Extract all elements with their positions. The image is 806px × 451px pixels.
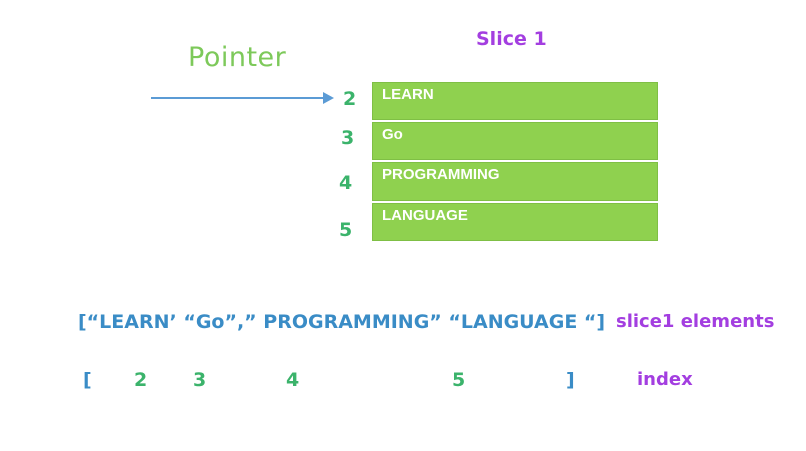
- slice-cell-label: LEARN: [382, 86, 434, 103]
- index-open-bracket: [: [83, 369, 92, 391]
- elements-label: slice1 elements: [616, 311, 775, 332]
- index-value: 2: [134, 369, 148, 391]
- pointer-arrow-icon: [151, 92, 334, 104]
- slice-cell: LEARN: [372, 82, 658, 120]
- array-literal: [“LEARN’ “Go”,” PROGRAMMING” “LANGUAGE “…: [78, 311, 606, 333]
- slice-cell-label: Go: [382, 126, 403, 143]
- slice-cell-label: LANGUAGE: [382, 207, 468, 224]
- row-index: 4: [339, 172, 353, 194]
- index-value: 3: [193, 369, 207, 391]
- index-close-bracket: ]: [566, 369, 575, 391]
- slice-cell: PROGRAMMING: [372, 162, 658, 201]
- slice-cell: Go: [372, 122, 658, 160]
- index-label: index: [637, 369, 693, 390]
- row-index: 5: [339, 219, 353, 241]
- index-value: 5: [452, 369, 466, 391]
- row-index: 2: [343, 88, 357, 110]
- slice-cell: LANGUAGE: [372, 203, 658, 241]
- row-index: 3: [341, 127, 355, 149]
- index-value: 4: [286, 369, 300, 391]
- pointer-label: Pointer: [188, 42, 287, 73]
- slice-cell-label: PROGRAMMING: [382, 166, 500, 183]
- slice-title: Slice 1: [476, 28, 547, 50]
